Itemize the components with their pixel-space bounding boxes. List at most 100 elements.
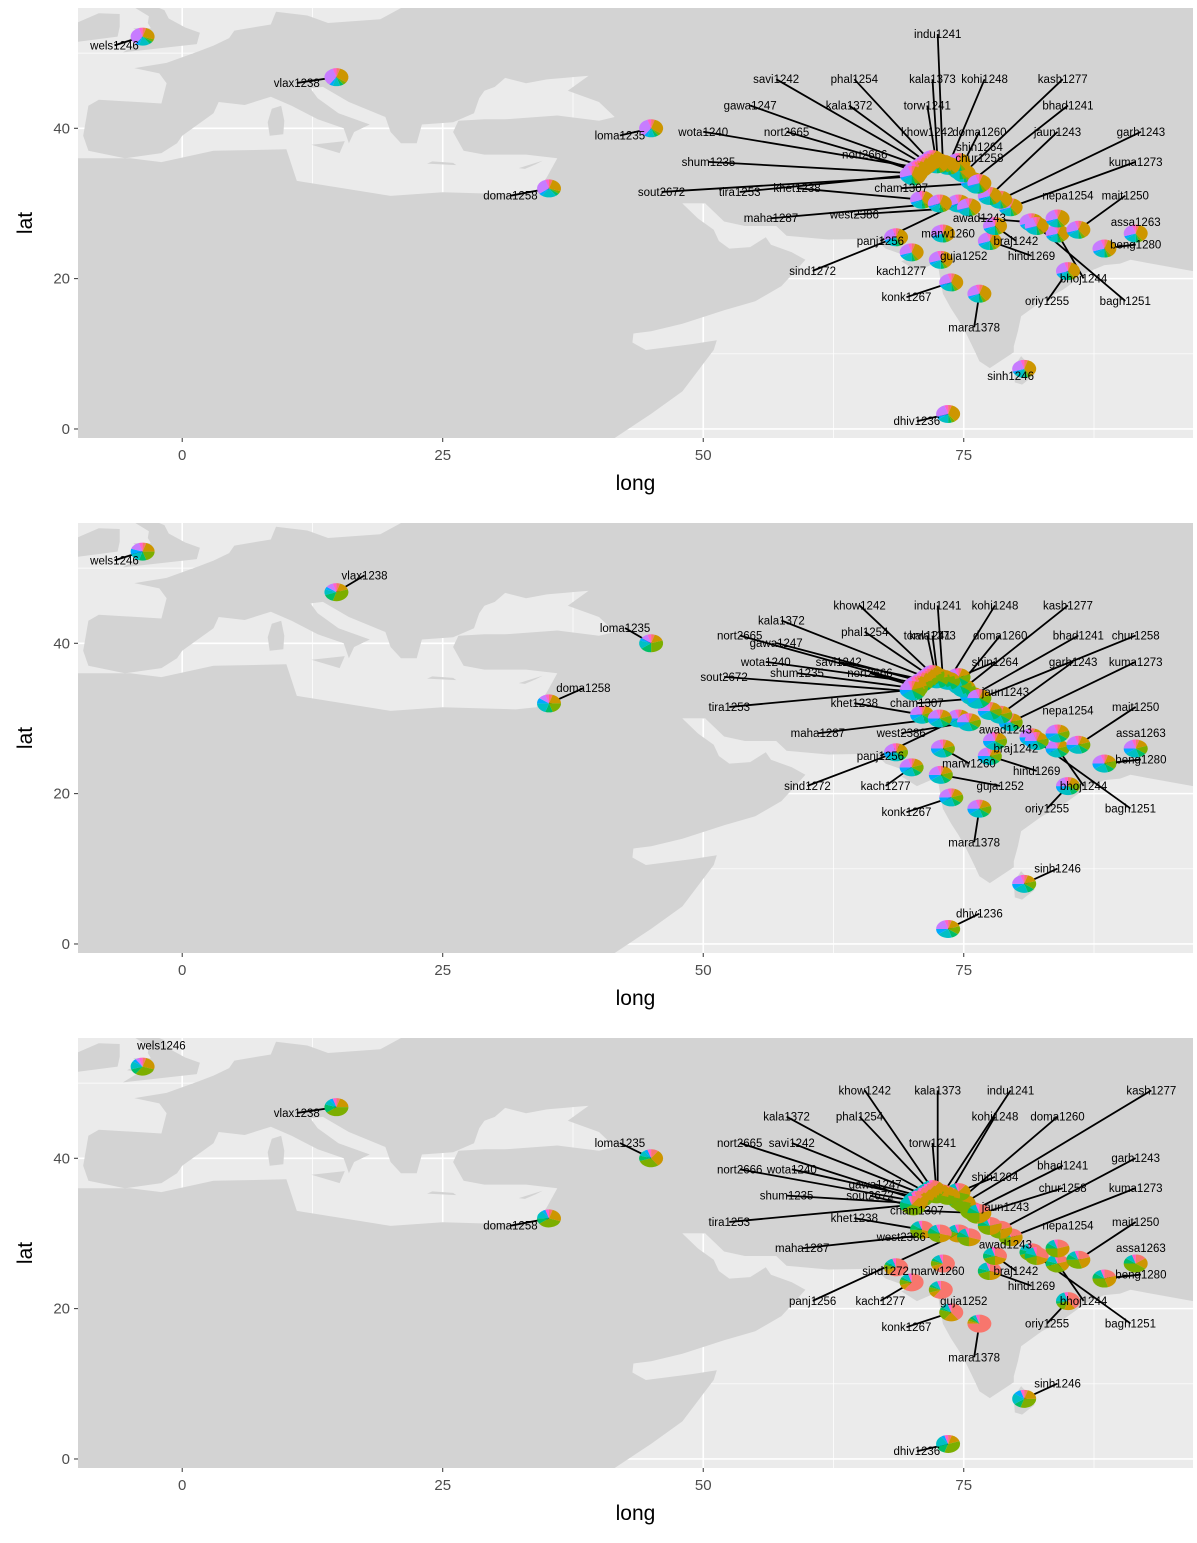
site-label-kohi1248: kohi1248 [972, 1112, 1019, 1124]
pie-slice [939, 273, 952, 286]
pie-slice [549, 179, 562, 192]
pie-loma1235 [639, 634, 664, 653]
y-tick-label: 40 [53, 1150, 70, 1167]
pie-braj1242 [983, 1247, 1008, 1266]
pie-slice [995, 1247, 1008, 1259]
pie-slice [978, 195, 990, 202]
pie-slice [958, 153, 963, 163]
pie-slice [985, 741, 999, 751]
pie-slice [989, 195, 997, 205]
pie-slice [951, 794, 964, 803]
pie-slice [639, 1158, 659, 1168]
site-label-dhiv1236: dhiv1236 [894, 1446, 941, 1458]
pie-slice [1123, 224, 1136, 237]
pie-slice [1024, 732, 1037, 742]
pie-slice [641, 643, 652, 653]
site-label-wels1246: wels1246 [89, 40, 139, 52]
site-label-sinh1246: sinh1246 [1034, 1379, 1081, 1391]
leader-line [999, 130, 1142, 201]
leader-line [947, 1116, 996, 1197]
site-label-vlax1238: vlax1238 [274, 1108, 320, 1120]
pie-slice [336, 583, 341, 593]
site-label-sout2672: sout2672 [700, 672, 747, 684]
pie-slice [1047, 1239, 1058, 1249]
pie-slice [907, 1273, 912, 1283]
site-label-west2386: west2386 [829, 209, 879, 221]
site-label-khow1242: khow1242 [901, 127, 953, 139]
x-tick-label: 0 [178, 962, 186, 979]
pie-slice [1057, 1239, 1069, 1249]
site-label-marw1260: marw1260 [911, 1266, 965, 1278]
pie-slice [929, 1289, 941, 1298]
site-label-oriy1255: oriy1255 [1025, 1318, 1069, 1330]
site-label-oriy1255: oriy1255 [1025, 803, 1069, 815]
pie-slice [991, 1247, 996, 1257]
pie-slice [989, 701, 994, 711]
pie-slice [939, 797, 952, 803]
pie-slice [977, 710, 990, 717]
site-label-assa1263: assa1263 [1116, 1243, 1166, 1255]
site-label-loma1235: loma1235 [595, 131, 646, 143]
pie-slice [1024, 359, 1028, 369]
pie-slice [989, 1262, 1002, 1274]
pie-slice [884, 752, 897, 758]
site-label-vlax1238: vlax1238 [342, 570, 388, 582]
pie-slice [977, 232, 990, 244]
pie-slice [900, 252, 912, 258]
x-tick-label: 50 [695, 447, 712, 464]
pie-slice [1025, 1247, 1037, 1257]
pie-slice [939, 718, 950, 728]
pie-slice [1024, 883, 1034, 893]
pie-slice [949, 1200, 971, 1210]
pie-slice [911, 1195, 919, 1205]
pie-slice [1020, 1389, 1025, 1399]
pie-slice [967, 800, 980, 809]
pie-slice [979, 799, 984, 809]
leader-line [781, 619, 928, 679]
pie-slice [1010, 713, 1023, 723]
leader-line [963, 1089, 1152, 1205]
y-tick-label: 0 [62, 421, 70, 438]
pie-slice [1104, 248, 1109, 258]
pie-tira1253 [899, 680, 924, 699]
pie-slice [886, 1258, 897, 1268]
pie-slice [1032, 217, 1037, 227]
pie-slice [1066, 1254, 1079, 1260]
site-label-doma1258: doma1258 [483, 191, 537, 203]
pie-slice [884, 237, 897, 243]
pie-slice [1067, 262, 1072, 272]
pie-maha1287 [927, 1224, 952, 1243]
pie-slice [939, 194, 952, 211]
site-label-panj1256: panj1256 [789, 1296, 836, 1308]
pie-slice [1094, 1270, 1105, 1279]
pie-slice [142, 27, 147, 37]
pie-braj1242 [983, 732, 1008, 751]
leader-line [999, 1157, 1137, 1231]
pie-slice [940, 774, 951, 784]
pie-slice [939, 194, 944, 204]
pie-slice [936, 405, 949, 417]
pie-slice [948, 678, 961, 687]
pie-slice [965, 198, 969, 208]
x-tick-label: 75 [955, 1477, 972, 1494]
pie-slice [651, 1151, 664, 1166]
pie-marw1260 [930, 224, 955, 243]
pie-slice [647, 634, 652, 644]
pie-slice [896, 237, 900, 247]
pie-slice [324, 68, 337, 85]
leader-line [786, 1115, 928, 1194]
pie-slice [944, 919, 949, 929]
pie-slice [979, 800, 991, 809]
pie-slice [922, 199, 926, 209]
pie-slice [948, 1435, 960, 1444]
site-label-bhad1241: bhad1241 [1042, 100, 1093, 112]
pie-slice [1100, 239, 1105, 249]
y-tick-label: 40 [53, 120, 70, 137]
pie-slice [947, 273, 952, 283]
pie-slice [1032, 1247, 1037, 1257]
pie-slice [933, 748, 947, 758]
pie-slice [941, 797, 955, 807]
pie-slice [965, 713, 969, 723]
site-label-chur1258: chur1258 [1112, 631, 1160, 643]
pie-slice [1000, 1220, 1012, 1230]
